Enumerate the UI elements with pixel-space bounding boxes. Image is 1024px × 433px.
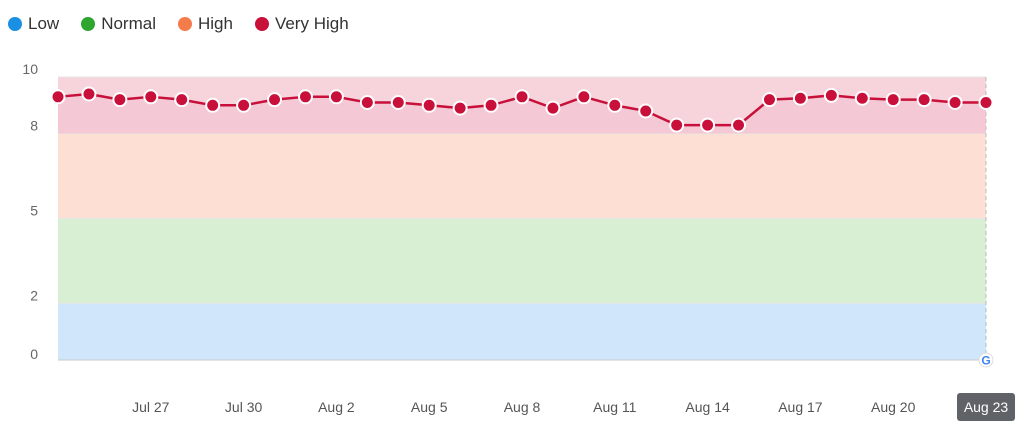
x-tick-label: Aug 23	[964, 399, 1009, 415]
data-point	[885, 92, 901, 108]
data-point	[81, 86, 97, 102]
data-point	[297, 89, 313, 105]
x-tick-label: Aug 17	[778, 399, 823, 415]
x-tick-label: Aug 20	[871, 399, 916, 415]
data-point	[483, 97, 499, 113]
legend-item-normal[interactable]: Normal	[81, 14, 156, 34]
legend-label-normal: Normal	[101, 14, 156, 33]
data-point	[267, 92, 283, 108]
legend-dot-low	[8, 17, 22, 31]
legend-label-very-high: Very High	[274, 14, 349, 33]
x-tick-label: Aug 8	[504, 399, 541, 415]
x-tick-label: Aug 2	[318, 399, 355, 415]
data-point	[576, 89, 592, 105]
data-point	[359, 94, 375, 110]
data-point	[205, 97, 221, 113]
legend-item-very-high[interactable]: Very High	[254, 14, 349, 34]
google-marker-bg	[978, 352, 994, 368]
data-point	[854, 90, 870, 106]
data-point	[328, 89, 344, 105]
data-point	[607, 97, 623, 113]
data-point	[978, 94, 994, 110]
data-point	[236, 97, 252, 113]
series-area	[58, 93, 986, 134]
y-tick-label: 2	[30, 287, 38, 303]
data-point	[638, 103, 654, 119]
band-normal	[58, 218, 986, 304]
data-point	[761, 92, 777, 108]
chart-legend: Low Normal High Very High	[8, 14, 349, 34]
x-tick-label: Jul 27	[132, 399, 170, 415]
legend-label-high: High	[197, 14, 233, 33]
data-point	[792, 90, 808, 106]
data-point	[514, 89, 530, 105]
y-tick-label: 5	[30, 203, 38, 219]
data-point	[421, 97, 437, 113]
x-tick-highlight	[957, 393, 1015, 421]
legend-dot-high	[177, 17, 192, 31]
google-g-icon: G	[981, 354, 990, 368]
legend-item-high[interactable]: High	[177, 14, 233, 34]
x-tick-label: Jul 30	[225, 399, 263, 415]
x-tick-label: Aug 5	[411, 399, 448, 415]
data-point	[50, 89, 66, 105]
data-point	[731, 117, 747, 133]
band-high	[58, 133, 986, 219]
data-point	[112, 92, 128, 108]
band-low	[58, 303, 986, 360]
legend-item-low[interactable]: Low	[8, 14, 59, 34]
data-point	[545, 100, 561, 116]
y-tick-label: 8	[30, 118, 38, 134]
data-point	[174, 92, 190, 108]
x-tick-label: Aug 11	[593, 399, 637, 415]
data-point	[452, 100, 468, 116]
data-point	[947, 94, 963, 110]
data-point	[916, 92, 932, 108]
data-point	[390, 94, 406, 110]
legend-dot-very-high	[254, 17, 269, 31]
legend-label-low: Low	[28, 14, 60, 33]
data-point	[143, 89, 159, 105]
data-point	[823, 87, 839, 103]
legend-dot-normal	[81, 17, 96, 31]
x-tick-label: Aug 14	[685, 399, 730, 415]
y-tick-label: 10	[22, 61, 38, 77]
data-point	[700, 117, 716, 133]
data-point	[669, 117, 685, 133]
y-tick-label: 0	[30, 346, 38, 362]
